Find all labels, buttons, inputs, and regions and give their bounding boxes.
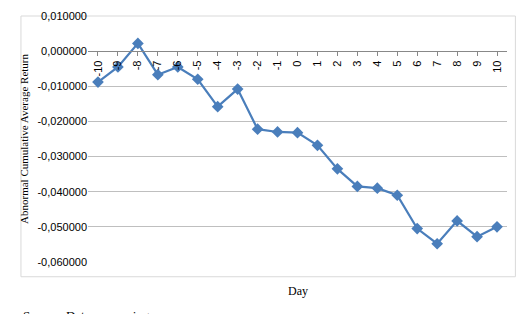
svg-text:-4: -4: [211, 61, 223, 71]
svg-text:3: 3: [351, 61, 363, 67]
svg-text:1: 1: [311, 61, 323, 67]
svg-text:0: 0: [291, 61, 303, 67]
svg-text:-0,060000: -0,060000: [37, 256, 87, 268]
svg-text:2: 2: [331, 61, 343, 67]
svg-text:-0,020000: -0,020000: [37, 115, 87, 127]
svg-text:-7: -7: [151, 61, 163, 71]
svg-text:-10: -10: [92, 61, 104, 77]
svg-text:-6: -6: [171, 61, 183, 71]
svg-text:9: 9: [471, 61, 483, 67]
svg-text:8: 8: [451, 61, 463, 67]
svg-text:5: 5: [391, 61, 403, 67]
svg-text:Day: Day: [288, 284, 308, 298]
svg-text:10: 10: [491, 61, 503, 73]
svg-text:0,010000: 0,010000: [41, 10, 87, 22]
svg-text:0,000000: 0,000000: [41, 45, 87, 57]
svg-text:Abnormal Cumulative Average Re: Abnormal Cumulative Average Return: [18, 54, 30, 224]
svg-text:-0,010000: -0,010000: [37, 80, 87, 92]
svg-text:7: 7: [431, 61, 443, 67]
svg-text:6: 6: [411, 61, 423, 67]
svg-text:4: 4: [371, 61, 383, 67]
svg-text:-3: -3: [231, 61, 243, 71]
svg-text:-9: -9: [112, 61, 124, 71]
svg-text:-2: -2: [251, 61, 263, 71]
svg-text:-5: -5: [191, 61, 203, 71]
svg-text:-0,030000: -0,030000: [37, 150, 87, 162]
svg-text:-8: -8: [131, 61, 143, 71]
svg-text:-0,050000: -0,050000: [37, 221, 87, 233]
svg-text:Source: Data processing: Source: Data processing: [23, 308, 150, 314]
svg-text:-1: -1: [271, 61, 283, 71]
svg-text:-0,040000: -0,040000: [37, 186, 87, 198]
